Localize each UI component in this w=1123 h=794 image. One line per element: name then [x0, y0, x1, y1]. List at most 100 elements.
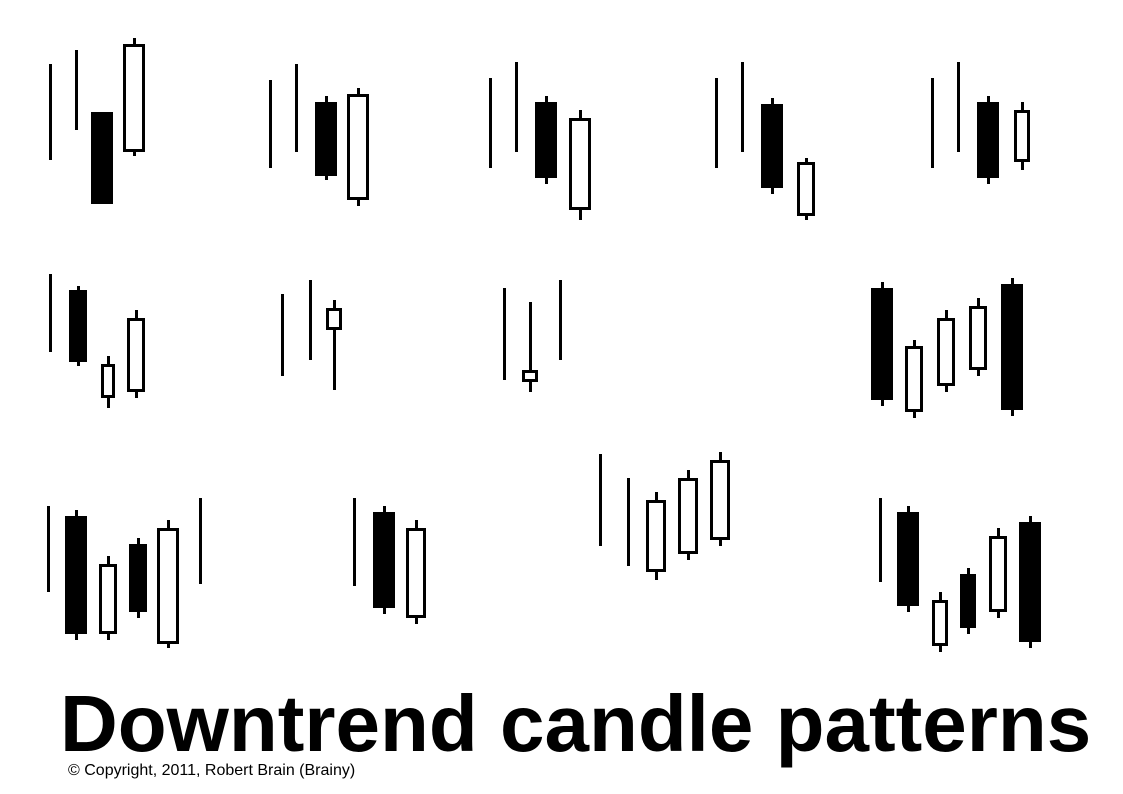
row2-pattern-4-candle-body [1001, 284, 1023, 410]
row1-pattern-4-bar [715, 78, 718, 168]
row2-pattern-4-wick [881, 400, 884, 406]
row3-pattern-1-candle-body [99, 564, 117, 634]
row3-pattern-4-wick [997, 612, 1000, 618]
row1-pattern-3-bar [489, 78, 492, 168]
row3-pattern-3-candle-body [646, 500, 666, 572]
row2-pattern-4-wick [977, 370, 980, 376]
row2-pattern-3-candle-body [522, 370, 538, 382]
row1-pattern-5-wick [987, 178, 990, 184]
row1-pattern-2-wick [357, 200, 360, 206]
row3-pattern-3-wick [719, 452, 722, 460]
row3-pattern-2-wick [383, 608, 386, 614]
row1-pattern-5-bar [931, 78, 934, 168]
row2-pattern-3-wick [529, 382, 532, 392]
row3-pattern-2-candle-body [373, 512, 395, 608]
row3-pattern-1-wick [137, 612, 140, 618]
row1-pattern-3-wick [579, 210, 582, 220]
row1-pattern-1-wick [133, 152, 136, 156]
row1-pattern-3-wick [579, 110, 582, 118]
row2-pattern-3-bar [559, 280, 562, 360]
row3-pattern-3-wick [687, 470, 690, 478]
row2-pattern-1-wick [77, 362, 80, 366]
row3-pattern-4-wick [967, 628, 970, 634]
row1-pattern-2-bar [269, 80, 272, 168]
row2-pattern-2-bar [281, 294, 284, 376]
row3-pattern-4-candle-body [1019, 522, 1041, 642]
row2-pattern-4-wick [945, 310, 948, 318]
row3-pattern-3-wick [687, 554, 690, 560]
row2-pattern-1-candle-body [69, 290, 87, 362]
row3-pattern-1-wick [75, 634, 78, 640]
row3-pattern-4-wick [939, 646, 942, 652]
row2-pattern-4-wick [977, 298, 980, 306]
row3-pattern-3-candle-body [678, 478, 698, 554]
row2-pattern-2-wick [333, 300, 336, 308]
row1-pattern-5-wick [1021, 162, 1024, 170]
row3-pattern-3-wick [655, 572, 658, 580]
row3-pattern-4-candle-body [897, 512, 919, 606]
row1-pattern-3-candle-body [569, 118, 591, 210]
row3-pattern-2-wick [415, 618, 418, 624]
row3-pattern-2-bar [353, 498, 356, 586]
row2-pattern-1-wick [107, 356, 110, 364]
row3-pattern-4-candle-body [932, 600, 948, 646]
row3-pattern-3-wick [719, 540, 722, 546]
row1-pattern-2-candle-body [315, 102, 337, 176]
row1-pattern-5-candle-body [977, 102, 999, 178]
candlestick-patterns-diagram: Downtrend candle patterns © Copyright, 2… [0, 0, 1123, 794]
row2-pattern-4-candle-body [905, 346, 923, 412]
row3-pattern-1-wick [107, 556, 110, 564]
row3-pattern-1-wick [167, 644, 170, 648]
row2-pattern-2-wick [333, 330, 336, 390]
row1-pattern-4-wick [771, 188, 774, 194]
row2-pattern-1-candle-body [127, 318, 145, 392]
row3-pattern-4-wick [907, 606, 910, 612]
row3-pattern-4-wick [939, 592, 942, 600]
row2-pattern-1-wick [107, 398, 110, 408]
row1-pattern-3-bar [515, 62, 518, 152]
row1-pattern-1-candle-body [123, 44, 145, 152]
row1-pattern-4-wick [805, 216, 808, 220]
row2-pattern-4-wick [913, 412, 916, 418]
row3-pattern-3-candle-body [710, 460, 730, 540]
row3-pattern-1-candle-body [157, 528, 179, 644]
row3-pattern-3-bar [627, 478, 630, 566]
row2-pattern-1-wick [135, 310, 138, 318]
row2-pattern-4-candle-body [969, 306, 987, 370]
row3-pattern-3-bar [599, 454, 602, 546]
row1-pattern-5-bar [957, 62, 960, 152]
row3-pattern-4-candle-body [960, 574, 976, 628]
row1-pattern-5-candle-body [1014, 110, 1030, 162]
row2-pattern-4-wick [1011, 410, 1014, 416]
row3-pattern-1-candle-body [129, 544, 147, 612]
row2-pattern-1-bar [49, 274, 52, 352]
row2-pattern-3-wick [529, 302, 532, 370]
row1-pattern-3-wick [545, 178, 548, 184]
row1-pattern-4-candle-body [797, 162, 815, 216]
page-title: Downtrend candle patterns [60, 678, 1091, 770]
row1-pattern-2-bar [295, 64, 298, 152]
row1-pattern-1-bar [49, 64, 52, 160]
row3-pattern-4-bar [879, 498, 882, 582]
copyright-text: © Copyright, 2011, Robert Brain (Brainy) [68, 762, 355, 780]
row1-pattern-2-wick [325, 176, 328, 180]
row2-pattern-2-candle-body [326, 308, 342, 330]
row1-pattern-3-candle-body [535, 102, 557, 178]
row1-pattern-5-wick [1021, 102, 1024, 110]
row3-pattern-3-wick [655, 492, 658, 500]
row1-pattern-1-bar [75, 50, 78, 130]
row3-pattern-1-wick [107, 634, 110, 640]
row2-pattern-1-candle-body [101, 364, 115, 398]
row2-pattern-4-wick [945, 386, 948, 392]
row1-pattern-4-candle-body [761, 104, 783, 188]
row3-pattern-4-wick [997, 528, 1000, 536]
row1-pattern-1-candle-body [91, 112, 113, 204]
row3-pattern-1-bar [47, 506, 50, 592]
row3-pattern-1-wick [167, 520, 170, 528]
row2-pattern-4-candle-body [871, 288, 893, 400]
row1-pattern-4-bar [741, 62, 744, 152]
row1-pattern-2-candle-body [347, 94, 369, 200]
row3-pattern-2-candle-body [406, 528, 426, 618]
row3-pattern-1-bar [199, 498, 202, 584]
row2-pattern-4-candle-body [937, 318, 955, 386]
